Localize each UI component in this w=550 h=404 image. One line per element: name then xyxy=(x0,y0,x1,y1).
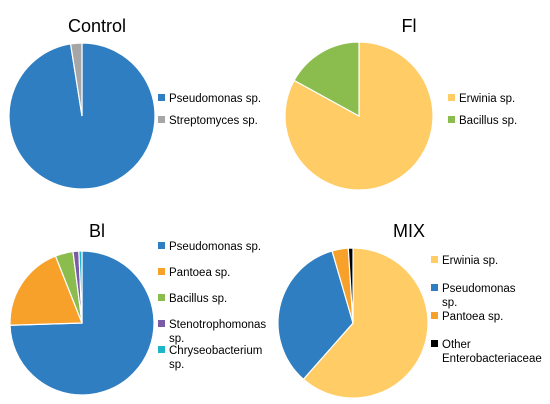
pie-slice-bl-chryseobacterium-sp xyxy=(78,250,83,324)
legend-swatch-mix-erwinia-sp xyxy=(431,256,438,263)
legend-swatch-bl-pseudomonas-sp xyxy=(158,242,165,249)
pie-panel-mix: MIX Erwinia sp. Pseudomonas sp. Pantoea sp. O… xyxy=(277,221,542,399)
pie-title-control: Control xyxy=(68,16,126,36)
pie-slice-mix-pseudomonas-sp xyxy=(277,250,354,381)
legend-label-fl-bacillus-sp: Bacillus sp. xyxy=(459,115,517,127)
legend-label-control-streptomyces-sp: Streptomyces sp. xyxy=(169,115,258,127)
legend-label-control-pseudomonas-sp: Pseudomonas sp. xyxy=(169,93,261,105)
pie-title-bl: Bl xyxy=(89,221,105,241)
legend-swatch-fl-erwinia-sp xyxy=(448,94,455,101)
pie-slice-control-streptomyces-sp xyxy=(69,42,83,117)
legend-label-mix-erwinia-sp: Erwinia sp. xyxy=(442,255,498,267)
legend-swatch-mix-pantoea-sp xyxy=(431,312,438,319)
pie-panel-fl: Fl Erwinia sp. Bacillus sp. xyxy=(284,16,517,191)
legend-label-bl-pseudomonas-sp: Pseudomonas sp. xyxy=(169,241,261,253)
pie-slice-fl-bacillus-sp xyxy=(293,41,360,118)
legend-swatch-bl-chryseobacterium-sp xyxy=(158,346,165,353)
legend-label-mix-pseudomonas-sp: Pseudomonas sp. xyxy=(442,283,516,309)
legend-label-bl-pantoea-sp: Pantoea sp. xyxy=(169,267,230,279)
legend-label-mix-pantoea-sp: Pantoea sp. xyxy=(442,311,503,323)
pie-slice-mix-other-enterobacteriaceae xyxy=(347,247,354,324)
legend-swatch-mix-other-enterobacteriaceae xyxy=(431,340,438,347)
legend-label-bl-bacillus-sp: Bacillus sp. xyxy=(169,293,227,305)
legend-swatch-control-pseudomonas-sp xyxy=(158,94,165,101)
pie-panel-bl: Bl Pseudomonas sp. Pantoea sp. Bacillus sp.… xyxy=(9,221,266,396)
pie-slice-fl-erwinia-sp xyxy=(284,41,434,191)
pie-slice-mix-erwinia-sp xyxy=(302,247,429,399)
legend-label-fl-erwinia-sp: Erwinia sp. xyxy=(459,93,515,105)
pie-title-mix: MIX xyxy=(393,221,425,241)
legend-swatch-mix-pseudomonas-sp xyxy=(431,284,438,291)
legend-label-mix-other-enterobacteriaceae: Other Enterobacteriaceae xyxy=(442,339,542,365)
legend-swatch-bl-bacillus-sp xyxy=(158,294,165,301)
pie-title-fl: Fl xyxy=(402,16,417,36)
legend-swatch-bl-pantoea-sp xyxy=(158,268,165,275)
legend-label-bl-chryseobacterium-sp: Chryseobacterium sp. xyxy=(169,345,262,371)
legend-swatch-control-streptomyces-sp xyxy=(158,116,165,123)
legend-swatch-fl-bacillus-sp xyxy=(448,116,455,123)
legend-swatch-bl-stenotrophomonas-sp xyxy=(158,320,165,327)
legend-label-bl-stenotrophomonas-sp: Stenotrophomonas sp. xyxy=(169,319,266,345)
pie-slice-bl-pantoea-sp xyxy=(9,255,83,326)
pie-panel-control: Control Pseudomonas sp. Streptomyces sp. xyxy=(8,16,261,190)
